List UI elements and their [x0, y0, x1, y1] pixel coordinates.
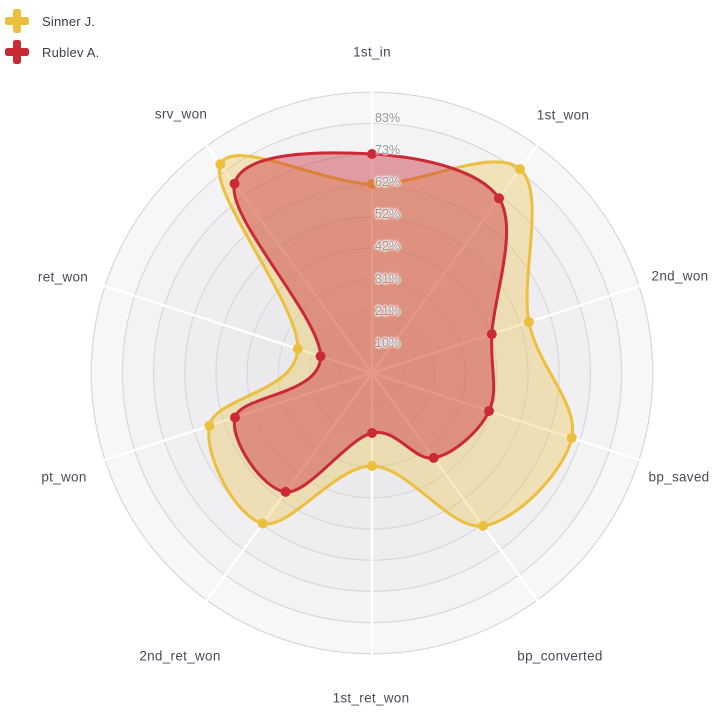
data-point-sinner-j-bp_converted[interactable] [478, 520, 489, 531]
data-point-sinner-j-ret_won[interactable] [292, 343, 303, 354]
tick-label-73: 73% [375, 143, 401, 157]
legend-label: Sinner J. [42, 13, 96, 29]
data-point-rublev-a-bp_converted[interactable] [428, 452, 439, 463]
axis-label-srv-won: srv_won [154, 106, 208, 122]
tick-label-62: 62% [375, 175, 401, 189]
tick-label-52: 52% [375, 207, 401, 221]
axis-label-pt-won: pt_won [41, 469, 87, 485]
axis-spoke [370, 144, 539, 375]
axis-label-1st-ret-won: 1st_ret_won [332, 690, 410, 706]
tick-label-10: 10% [375, 336, 401, 350]
data-point-sinner-j-2nd_won[interactable] [523, 317, 534, 327]
data-point-rublev-a-ret_won[interactable] [315, 351, 326, 362]
tick-label-31: 31% [375, 272, 401, 286]
legend-item-rublev[interactable]: Rublev A. [5, 40, 99, 64]
data-point-rublev-a-bp_saved[interactable] [484, 406, 494, 416]
axis-label-1st-won: 1st_won [536, 107, 590, 123]
data-point-rublev-a-2nd_won[interactable] [486, 329, 497, 340]
data-point-sinner-j-1st_in[interactable] [367, 179, 377, 189]
axis-spoke [370, 371, 539, 602]
plus-marker-icon [5, 9, 29, 33]
axis-spoke [370, 371, 641, 461]
series-area-sinner-j [208, 155, 573, 527]
tick-label-42: 42% [375, 239, 401, 253]
data-point-sinner-j-2nd_ret_won[interactable] [257, 518, 268, 529]
data-point-sinner-j-1st_ret_won[interactable] [367, 461, 377, 471]
tick-label-83: 83% [375, 111, 401, 125]
data-point-rublev-a-2nd_ret_won[interactable] [280, 486, 291, 497]
axis-spoke [103, 285, 374, 375]
legend-label: Rublev A. [42, 44, 100, 60]
axis-label-ret-won: ret_won [37, 269, 89, 285]
axis-label-2nd-ret-won: 2nd_ret_won [139, 648, 221, 664]
axis-label-bp-converted: bp_converted [517, 648, 603, 664]
data-point-rublev-a-1st_ret_won[interactable] [367, 428, 377, 438]
plus-marker-icon [5, 40, 29, 64]
data-point-sinner-j-1st_won[interactable] [515, 164, 526, 175]
data-point-sinner-j-srv_won[interactable] [215, 159, 226, 170]
axis-spoke [205, 371, 374, 602]
series-line-rublev-a [232, 151, 509, 494]
data-point-sinner-j-pt_won[interactable] [204, 420, 215, 431]
data-point-sinner-j-bp_saved[interactable] [566, 432, 577, 443]
data-point-rublev-a-pt_won[interactable] [230, 412, 240, 423]
tick-label-21: 21% [375, 304, 401, 318]
series-area-rublev-a [233, 152, 507, 492]
data-point-rublev-a-1st_won[interactable] [494, 193, 504, 204]
legend-item-sinner[interactable]: Sinner J. [5, 9, 99, 33]
axis-label-1st-in: 1st_in [353, 44, 391, 60]
data-point-rublev-a-srv_won[interactable] [229, 178, 240, 189]
legend: Sinner J. Rublev A. [5, 9, 99, 71]
data-point-rublev-a-1st_in[interactable] [367, 149, 377, 159]
axis-label-bp-saved: bp_saved [648, 469, 710, 485]
axis-spoke [370, 285, 641, 375]
axis-label-2nd-won: 2nd_won [651, 268, 709, 284]
